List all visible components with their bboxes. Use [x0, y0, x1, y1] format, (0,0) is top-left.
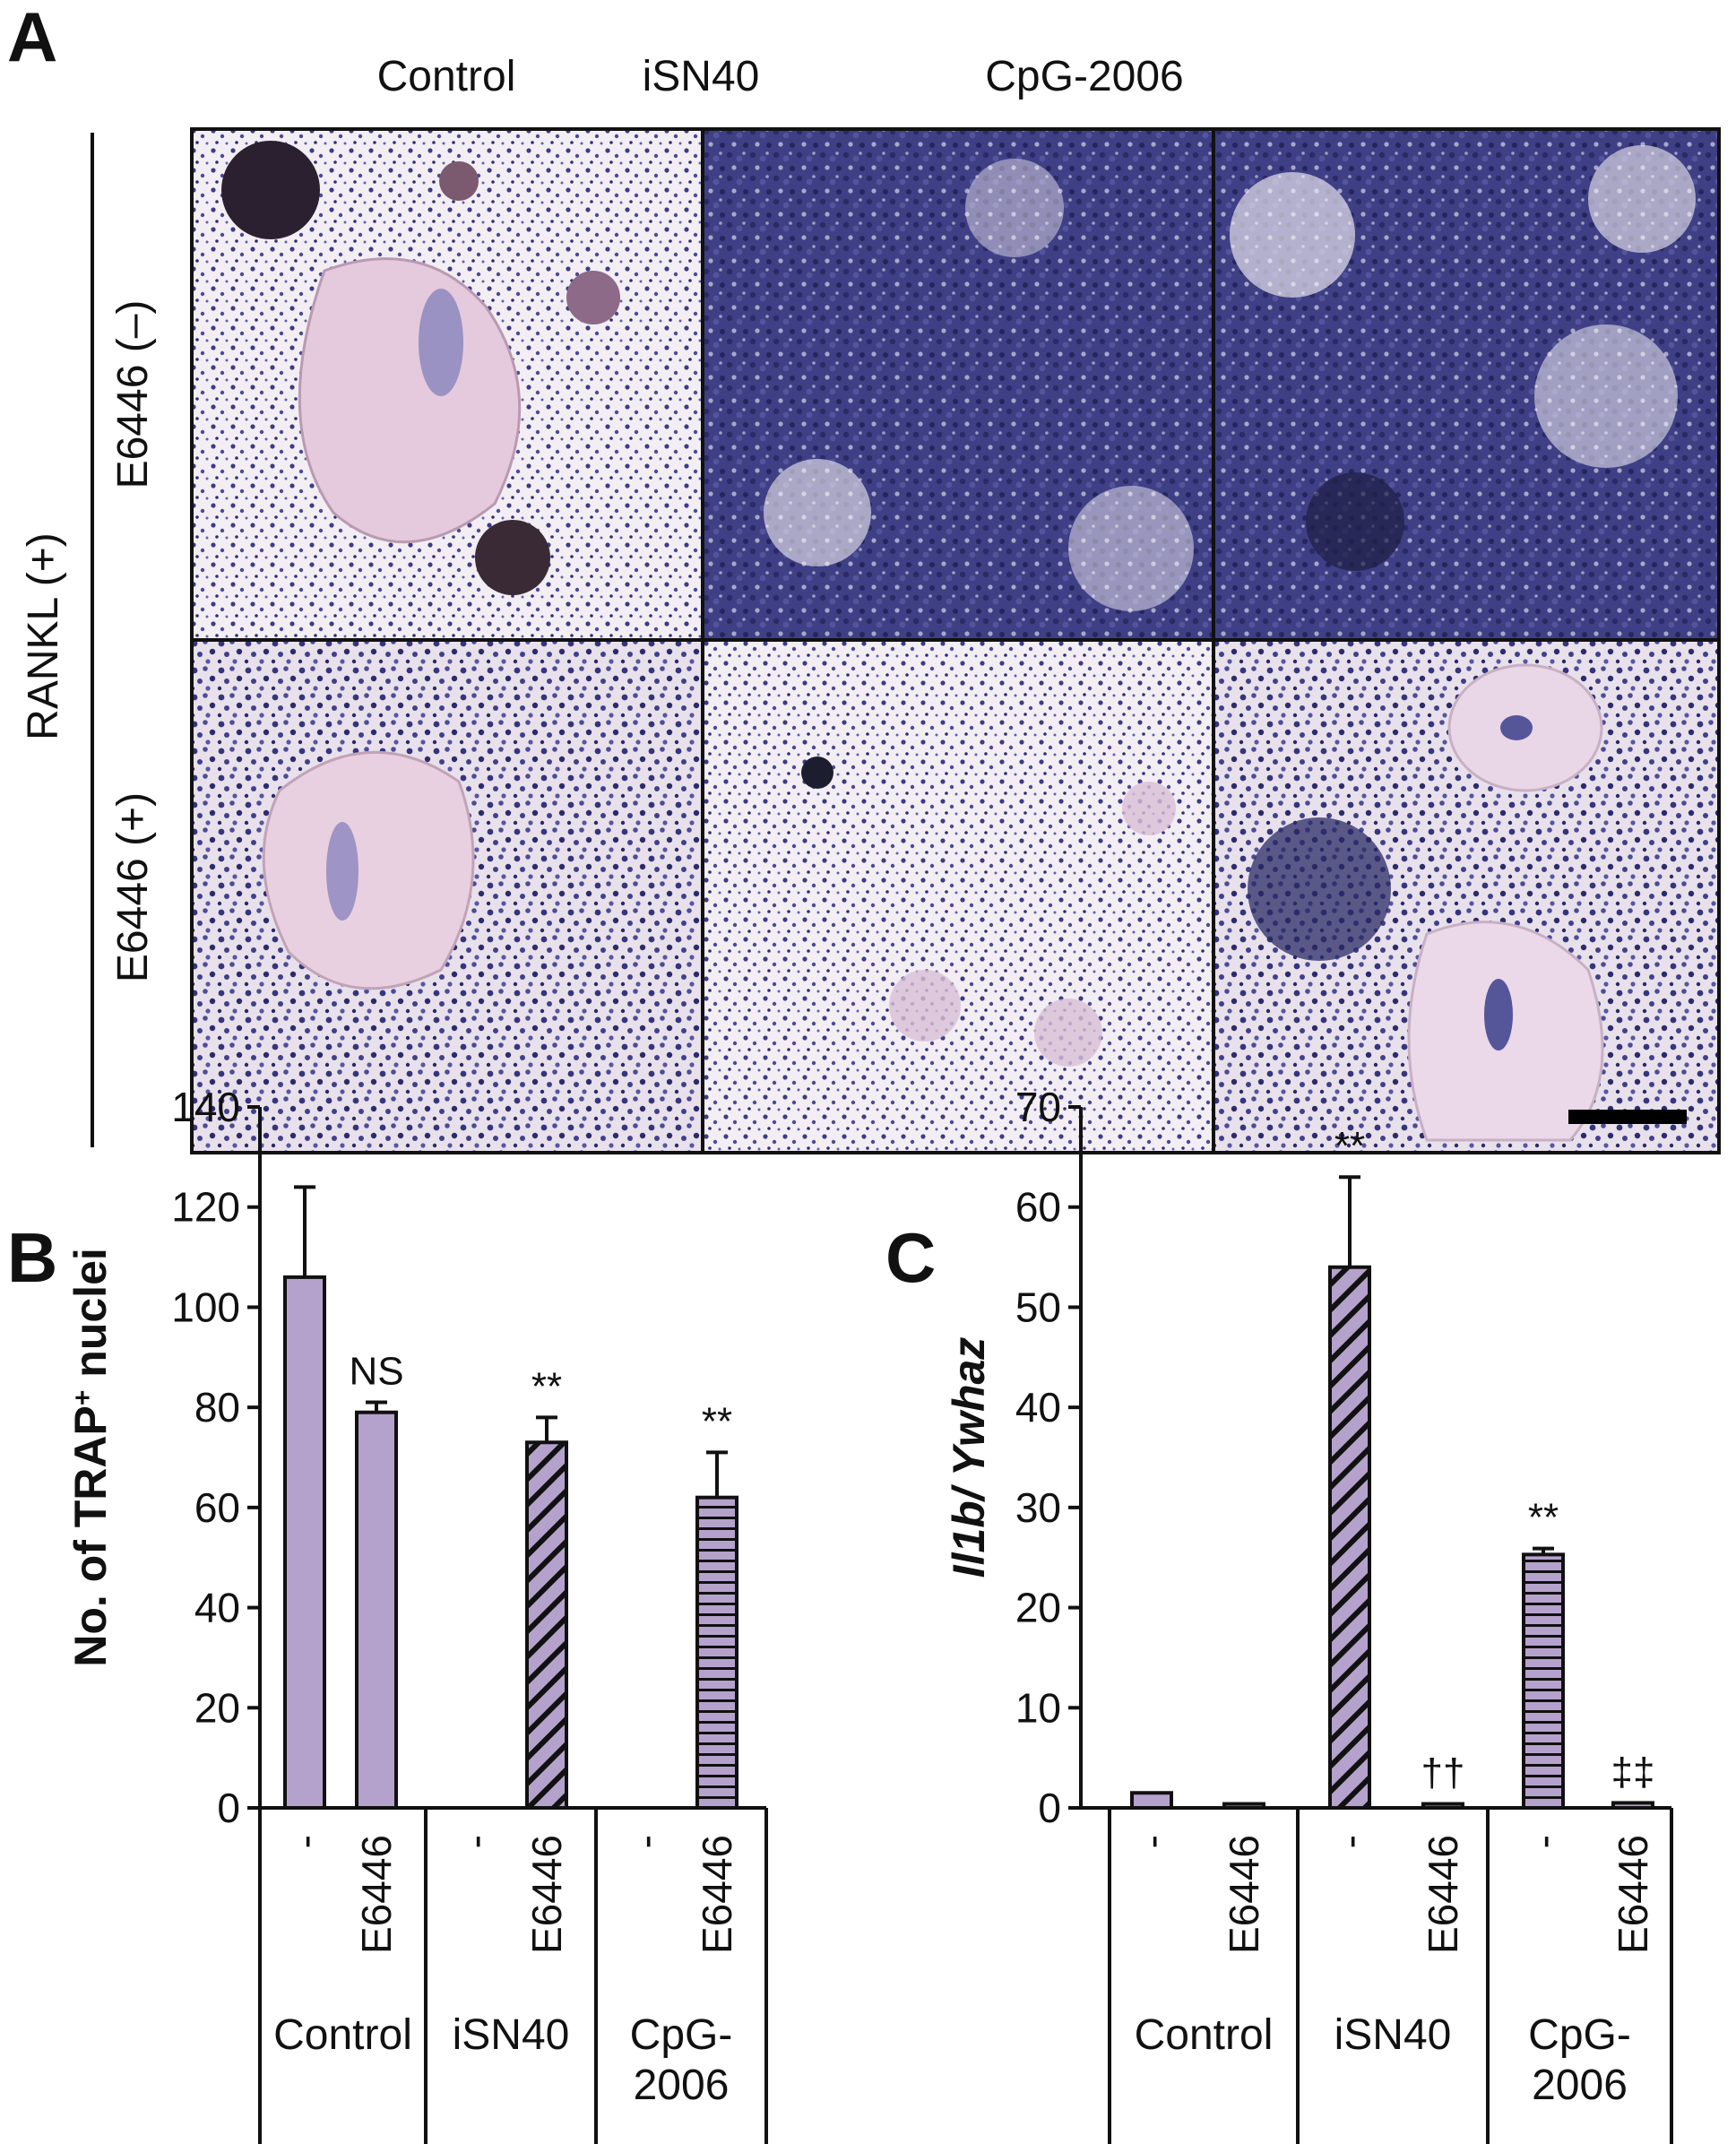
- y-tick-label: 30: [1015, 1484, 1061, 1531]
- category-label: E6446: [353, 1835, 400, 1954]
- significance-label: **: [531, 1364, 562, 1408]
- category-label: -: [281, 1835, 328, 1848]
- y-tick-label: 100: [171, 1284, 240, 1330]
- y-tick-label: 50: [1015, 1284, 1061, 1330]
- y-tick-label: 40: [194, 1585, 240, 1631]
- chart-il1b-ywhaz: C 0 10 20 30 40 50 60 70 Il1b/ Ywhaz ** †† ** ‡‡ - E644…: [885, 1084, 1673, 2144]
- y-tick-label: 10: [1015, 1684, 1061, 1731]
- bar: [1421, 1802, 1464, 1810]
- micrograph-cpg2006-e6446-plus: [1213, 640, 1719, 1153]
- y-tick-label: 140: [171, 1084, 240, 1130]
- chart-trap-nuclei: B 0 20 40 60 80 100 120 140 No. of TRAP+ nuclei NS…: [7, 1084, 768, 2144]
- significance-label: **: [1528, 1496, 1559, 1540]
- y-tick-label: 20: [194, 1684, 240, 1731]
- bar: [1328, 1265, 1371, 1810]
- group-label: CpG-: [1528, 2011, 1631, 2059]
- category-label: -: [1326, 1835, 1373, 1848]
- micrograph-cpg2006-e6446-minus: [1213, 129, 1719, 640]
- y-tick-label: 70: [1015, 1084, 1061, 1130]
- column-header-cpg2006: CpG-2006: [985, 53, 1184, 100]
- y-tick-label: 60: [1015, 1184, 1061, 1231]
- category-label: E6446: [1420, 1835, 1466, 1954]
- category-label: -: [1128, 1835, 1175, 1848]
- panel-letter-b: B: [7, 1218, 57, 1297]
- column-header-control: Control: [376, 53, 516, 100]
- bar: [525, 1440, 568, 1810]
- bar: [1222, 1802, 1265, 1810]
- group-label: 2006: [1532, 2062, 1628, 2109]
- panel-letter-c: C: [885, 1218, 936, 1297]
- y-tick-label: 80: [194, 1384, 240, 1431]
- significance-label: **: [1334, 1124, 1365, 1168]
- y-axis-label-part: +: [68, 1390, 98, 1406]
- significance-label: ††: [1421, 1751, 1465, 1795]
- bar: [455, 1806, 495, 1808]
- group-label: iSN40: [453, 2011, 570, 2059]
- y-tick-label: 40: [1015, 1384, 1061, 1431]
- micrograph-isn40-e6446-minus: [703, 129, 1213, 640]
- bar: [1611, 1801, 1654, 1811]
- category-label: E6446: [694, 1835, 740, 1954]
- y-axis-label-part: No. of TRAP: [65, 1405, 116, 1667]
- significance-label: ‡‡: [1611, 1750, 1655, 1794]
- category-label: E6446: [1610, 1835, 1656, 1954]
- scale-bar: [1568, 1110, 1687, 1124]
- bar: [355, 1410, 398, 1810]
- panel-letter-a: A: [7, 0, 58, 76]
- y-tick-label: 120: [171, 1184, 240, 1231]
- y-axis-label-part: nuclei: [65, 1248, 116, 1389]
- bar: [1130, 1791, 1173, 1810]
- category-label: E6446: [1221, 1835, 1267, 1954]
- y-tick-label: 20: [1015, 1585, 1061, 1631]
- y-tick-label: 0: [217, 1785, 240, 1831]
- micrograph-control-e6446-plus: [192, 640, 703, 1153]
- category-label: -: [1520, 1835, 1567, 1848]
- y-axis-label-part: / Ywhaz: [944, 1337, 994, 1502]
- group-label: 2006: [634, 2062, 730, 2109]
- bar: [283, 1275, 326, 1810]
- bar: [626, 1806, 665, 1808]
- micrograph-grid: [190, 127, 1721, 1154]
- group-label: CpG-: [630, 2011, 733, 2059]
- group-label: iSN40: [1334, 2011, 1452, 2059]
- group-label: Control: [1135, 2011, 1274, 2059]
- y-axis-label: No. of TRAP+ nuclei: [65, 1248, 116, 1667]
- bar: [1522, 1552, 1565, 1811]
- category-label: -: [622, 1835, 669, 1848]
- y-axis-label: Il1b/ Ywhaz: [944, 1337, 994, 1578]
- group-label: Control: [273, 2011, 412, 2059]
- category-label: E6446: [523, 1835, 570, 1954]
- y-tick-label: 0: [1038, 1785, 1061, 1831]
- bar: [695, 1495, 738, 1810]
- y-tick-label: 60: [194, 1484, 240, 1531]
- category-label: -: [452, 1835, 498, 1848]
- column-header-isn40: iSN40: [642, 53, 760, 100]
- significance-label: **: [702, 1399, 732, 1443]
- significance-label: NS: [349, 1350, 403, 1394]
- micrograph-control-e6446-minus: [192, 129, 703, 640]
- micrograph-isn40-e6446-plus: [703, 640, 1213, 1153]
- group-bracket-line: [91, 133, 94, 1147]
- y-axis-label-part: Il1b: [944, 1500, 994, 1578]
